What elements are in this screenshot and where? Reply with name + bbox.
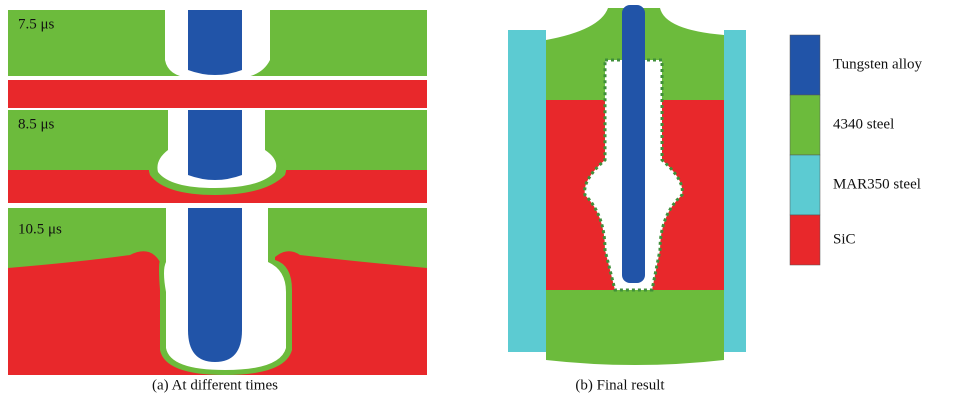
caption: (a) At different times [152,377,278,393]
legend-swatch [790,35,820,95]
frame-time: 7.5 μs [18,16,55,32]
legend-swatch [790,155,820,215]
legend-label: SiC [833,231,856,247]
frame-time: 10.5 μs [18,221,62,237]
legend-label: 4340 steel [833,116,894,132]
frame-time: 8.5 μs [18,116,55,132]
legend-label: Tungsten alloy [833,56,923,72]
legend-swatch [790,215,820,265]
legend-label: MAR350 steel [833,176,921,192]
legend: Tungsten alloy 4340 steel MAR350 steel SiC [790,35,923,265]
figure: 7.5 μs 8.5 μs 10.5 μs (a) At different t… [0,0,975,400]
legend-swatch [790,95,820,155]
final-result [508,5,746,365]
caption: (b) Final result [575,377,665,393]
frame-3 [8,208,427,375]
frame-2 [8,110,427,203]
frame-1 [8,10,427,108]
